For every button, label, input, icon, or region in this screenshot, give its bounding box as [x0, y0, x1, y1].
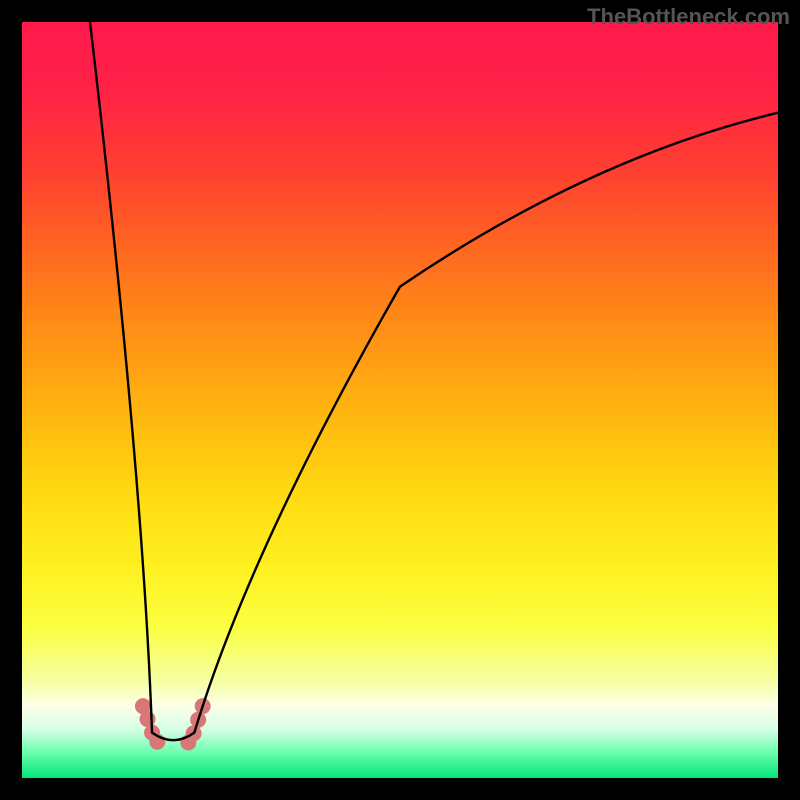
- watermark-text: TheBottleneck.com: [587, 4, 790, 30]
- bottleneck-chart: [0, 0, 800, 800]
- chart-container: TheBottleneck.com: [0, 0, 800, 800]
- data-marker: [139, 711, 155, 727]
- plot-background-gradient: [22, 22, 778, 778]
